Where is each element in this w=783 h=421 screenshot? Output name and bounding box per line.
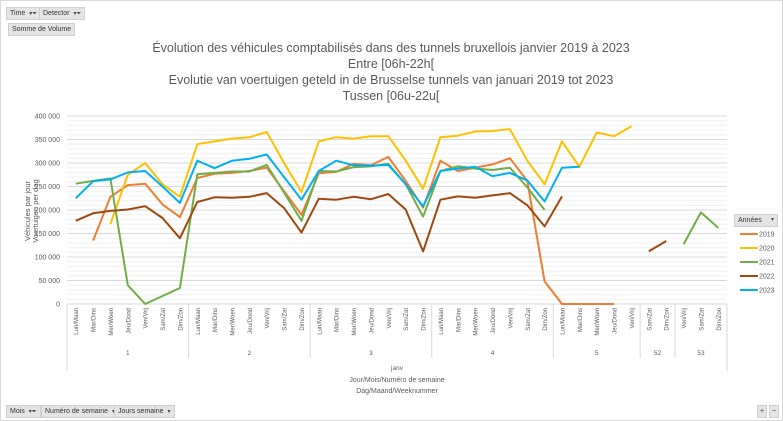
y-tick-label: 300 000 — [35, 161, 60, 168]
x-tick-label: Dim/Zon — [543, 308, 549, 331]
x-tick-label: Ven/Vrij — [387, 308, 393, 328]
x-tick-label: Dim/Zon — [300, 308, 306, 331]
week-label: 1 — [126, 350, 130, 357]
week-label: 5 — [595, 350, 599, 357]
x-tick-label: Sam/Zat — [526, 308, 532, 331]
x-tick-label: Mar/Dins — [92, 308, 98, 332]
week-label: 52 — [654, 350, 662, 357]
field-label: Jours semaine — [118, 408, 164, 415]
filter-icon: ▾⏷ — [28, 409, 37, 415]
filter-icon: ▾⏷ — [73, 11, 82, 17]
x-tick-label: Lun/Maan — [74, 308, 80, 335]
y-tick-label: 100 000 — [35, 255, 60, 262]
years-legend-button[interactable]: Années ▾ — [734, 214, 778, 227]
series-line-2020 — [109, 125, 632, 225]
value-field-button[interactable]: Somme de Volume — [8, 23, 76, 36]
y-tick-label: 50 000 — [39, 278, 61, 285]
series-line-2023 — [75, 153, 580, 208]
x-tick-label: Sam/Zat — [647, 308, 653, 331]
x-tick-label: Mar/Dins — [335, 308, 341, 332]
legend-label: 2019 — [759, 232, 775, 239]
x-tick-label: Jeu/Dond — [613, 308, 619, 334]
legend-label: 2020 — [759, 246, 775, 253]
y-tick-label: 150 000 — [35, 231, 60, 238]
x-tick-label: Sam/Zat — [283, 308, 289, 331]
x-tick-label: Jeu/Dond — [369, 308, 375, 334]
y-axis-title: Véhicules par jour — [23, 180, 32, 241]
series-line-2019 — [92, 155, 615, 305]
x-tick-label: Ven/Vrij — [144, 308, 150, 328]
month-label: janv — [390, 365, 404, 372]
x-tick-label: Mar/Dins — [578, 308, 584, 332]
x-tick-label: Mer/Woen — [109, 308, 115, 336]
chart-title-line: Évolution des véhicules comptabilisés da… — [152, 40, 629, 55]
x-axis-title: Jour/Mois/Numéro de semaine — [349, 377, 444, 384]
x-tick-label: Mer/Woen — [231, 308, 237, 336]
week-label: 3 — [369, 350, 373, 357]
legend-label: 2023 — [759, 288, 775, 295]
x-tick-label: Lun/Maan — [317, 308, 323, 335]
filter-icon: ▾⏷ — [29, 11, 38, 17]
x-tick-label: Sam/Zat — [161, 308, 167, 331]
x-tick-label: Mer/Woen — [474, 308, 480, 336]
x-tick-label: Ven/Vrij — [630, 308, 636, 328]
x-tick-label: Dim/Zon — [178, 308, 184, 331]
legend-label: 2021 — [759, 260, 775, 267]
field-label: Mois — [10, 408, 25, 415]
week-label: 53 — [697, 350, 705, 357]
field-label: Années — [738, 217, 762, 224]
x-tick-label: Lun/Maan — [196, 308, 202, 335]
chart-title-line: Entre [06h-22h[ — [348, 57, 435, 71]
y-tick-label: 250 000 — [35, 184, 60, 191]
field-label: Somme de Volume — [12, 26, 72, 33]
field-label: Detector — [43, 10, 70, 17]
x-tick-label: Dim/Zon — [422, 308, 428, 331]
x-tick-label: Mar/Dins — [213, 308, 219, 332]
week-label: 4 — [491, 350, 495, 357]
x-tick-label: Mar/Dins — [456, 308, 462, 332]
x-tick-label: Ven/Vrij — [682, 308, 688, 328]
y-axis-title: Voertuigen per dag — [31, 179, 40, 242]
dropdown-icon: ▾ — [167, 409, 171, 415]
x-tick-label: Lun/Maan — [561, 308, 567, 335]
x-tick-label: Jeu/Dond — [491, 308, 497, 334]
chart-title-line: Evolutie van voertuigen geteld in de Bru… — [169, 73, 614, 87]
week-label: 2 — [248, 350, 252, 357]
y-tick-label: 0 — [56, 302, 60, 309]
x-tick-label: Mer/Woen — [595, 308, 601, 336]
x-tick-label: Jeu/Dond — [248, 308, 254, 334]
field-label: Numéro de semaine — [45, 408, 109, 415]
y-tick-label: 400 000 — [35, 114, 60, 121]
y-tick-label: 200 000 — [35, 208, 60, 215]
weekday-field-button[interactable]: Jours semaine ▾ — [114, 405, 175, 418]
x-tick-label: Sam/Zat — [404, 308, 410, 331]
x-tick-label: Jeu/Dond — [126, 308, 132, 334]
x-tick-label: Dim/Zon — [665, 308, 671, 331]
x-tick-label: Mer/Woen — [352, 308, 358, 336]
x-axis-title: Dag/Maand/Weeknummer — [356, 388, 438, 395]
x-tick-label: Ven/Vrij — [508, 308, 514, 328]
x-tick-label: Dim/Zon — [717, 308, 723, 331]
legend-label: 2022 — [759, 274, 775, 281]
expand-button[interactable]: + — [757, 405, 768, 418]
x-tick-label: Lun/Maan — [439, 308, 445, 335]
collapse-button[interactable]: − — [769, 405, 780, 418]
x-tick-label: Ven/Vrij — [265, 308, 271, 328]
field-label: Time — [10, 10, 26, 17]
dropdown-icon: ▾ — [770, 217, 774, 223]
detector-field-button[interactable]: Detector ▾⏷ — [39, 7, 86, 20]
x-tick-label: Sam/Zat — [699, 308, 705, 331]
dropdown-icon: ▾ — [112, 409, 115, 415]
month-field-button[interactable]: Mois ▾⏷ — [6, 405, 41, 418]
series-line-2022 — [75, 192, 667, 253]
chart-title-line: Tussen [06u-22u[ — [343, 89, 440, 103]
y-tick-label: 350 000 — [35, 137, 60, 144]
